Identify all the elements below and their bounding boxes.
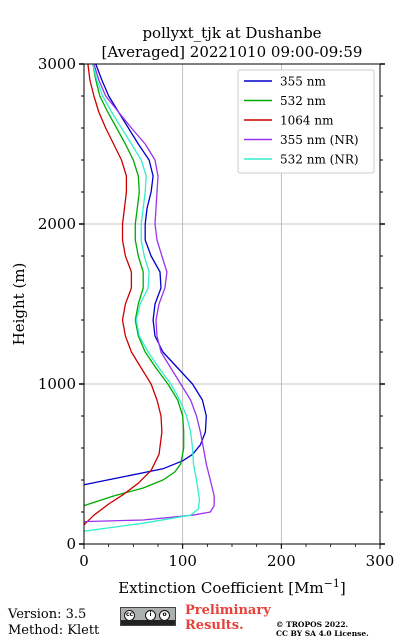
preliminary-line2: Results.: [185, 618, 244, 633]
x-axis-label-main: Extinction Coefficient [Mm: [118, 579, 323, 597]
x-tick-label: 200: [267, 552, 296, 570]
chart-title-line1: pollyxt_tjk at Dushanbe: [142, 24, 321, 42]
copyright-line2: CC BY SA 4.0 License.: [276, 629, 369, 638]
y-tick-label: 0: [66, 535, 76, 553]
series-line-3: [83, 63, 215, 523]
legend-label: 355 nm (NR): [280, 133, 359, 147]
legend-label: 532 nm (NR): [280, 153, 359, 167]
copyright-line1: © TROPOS 2022.: [276, 620, 349, 629]
legend-label: 355 nm: [280, 75, 326, 89]
y-tick-label: 1000: [38, 375, 76, 393]
legend-label: 532 nm: [280, 94, 326, 108]
x-axis-label-end: ]: [340, 579, 346, 597]
x-tick-label: 0: [79, 552, 89, 570]
x-axis-label-sup: −1: [324, 577, 340, 590]
y-axis-label: Height (m): [10, 263, 28, 346]
chart-title-line2: [Averaged] 20221010 09:00-09:59: [102, 43, 363, 61]
x-tick-label: 300: [366, 552, 395, 570]
series-line-1: [83, 63, 185, 507]
version-text: Version: 3.5: [8, 607, 87, 622]
copyright-notice: © TROPOS 2022. CC BY SA 4.0 License.: [276, 620, 369, 638]
legend-label: 1064 nm: [280, 114, 334, 128]
legend: 355 nm 532 nm 1064 nm 355 nm (NR) 532 nm (NR…: [237, 69, 375, 174]
y-tick-label: 3000: [38, 55, 76, 73]
series-line-4: [83, 63, 201, 532]
series-line-2: [83, 63, 163, 526]
x-tick-label: 100: [168, 552, 197, 570]
preliminary-results-notice: Preliminary Results.: [185, 603, 271, 633]
y-tick-label: 2000: [38, 215, 76, 233]
method-text: Method: Klett: [8, 623, 100, 638]
cc-by-sa-license-icon: cc i o: [120, 607, 176, 626]
series-group: [83, 63, 215, 532]
preliminary-line1: Preliminary: [185, 603, 271, 618]
series-line-0: [83, 63, 207, 486]
x-axis-label: Extinction Coefficient [Mm−1]: [118, 577, 345, 597]
legend-box: [237, 69, 375, 174]
